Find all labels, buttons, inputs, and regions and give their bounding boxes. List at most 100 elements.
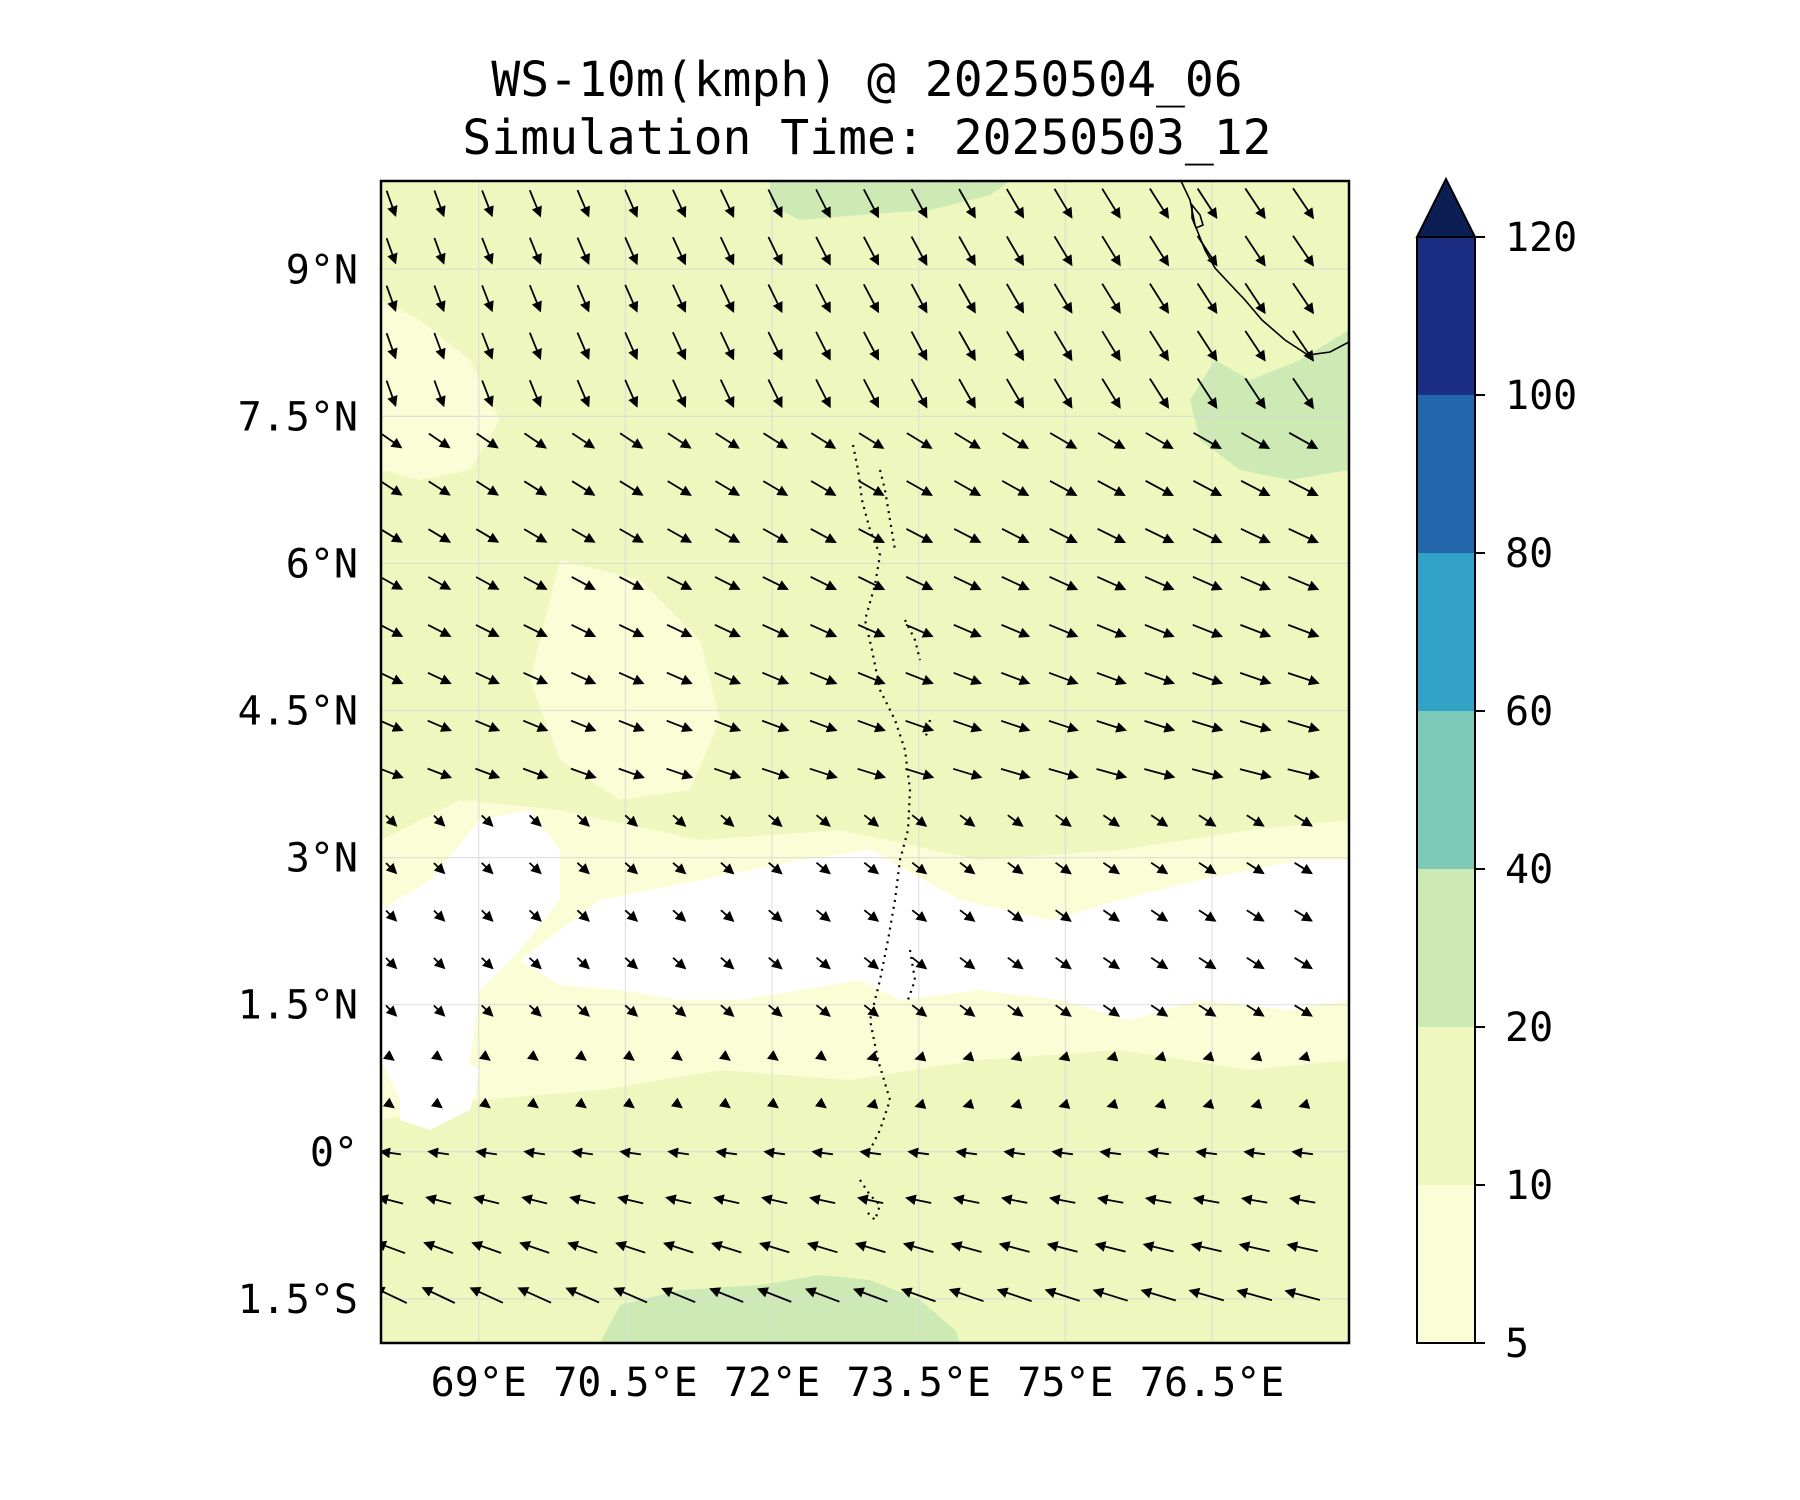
wind-arrow	[962, 1098, 975, 1109]
wind-arrow	[1001, 623, 1031, 638]
wind-arrow	[427, 1147, 450, 1159]
wind-arrow	[763, 1147, 786, 1159]
wind-arrow	[624, 1004, 639, 1017]
wind-arrow	[1099, 1147, 1122, 1159]
wind-arrow	[1106, 1051, 1119, 1062]
wind-arrow	[381, 480, 403, 496]
wind-arrow	[858, 432, 885, 449]
wind-arrow	[576, 189, 590, 218]
wind-arrow	[1198, 814, 1217, 827]
wind-arrow	[815, 909, 831, 922]
wind-arrow	[481, 1004, 494, 1017]
wind-arrow	[757, 1287, 792, 1303]
wind-arrow	[815, 283, 831, 314]
wind-arrow	[672, 189, 687, 218]
wind-arrow	[1190, 1241, 1222, 1253]
wind-arrow	[1142, 1241, 1174, 1253]
wind-arrow	[381, 768, 404, 780]
wind-arrow	[1048, 768, 1079, 780]
wind-arrow	[672, 331, 687, 361]
wind-arrow	[1145, 432, 1174, 449]
colorbar-segment	[1417, 553, 1475, 711]
wind-arrow	[385, 909, 398, 922]
wind-arrow	[958, 236, 976, 267]
wind-arrow	[617, 1194, 644, 1205]
wind-arrow	[1294, 814, 1313, 827]
wind-arrow	[475, 576, 500, 590]
wind-arrow	[1246, 1004, 1265, 1017]
colorbar-extend-arrow	[1415, 176, 1477, 238]
wind-arrow	[475, 671, 500, 685]
wind-arrow	[1055, 956, 1072, 970]
wind-arrow	[804, 1287, 840, 1303]
wind-arrow	[1287, 624, 1320, 638]
wind-arrow	[1055, 814, 1072, 827]
wind-arrow	[385, 190, 398, 217]
wind-arrow	[1239, 768, 1272, 780]
wind-arrow	[715, 480, 741, 496]
wind-arrow	[998, 1241, 1030, 1253]
wind-arrow	[1246, 814, 1265, 827]
wind-arrow	[911, 956, 928, 970]
wind-arrow	[1149, 283, 1170, 314]
wind-arrow	[1102, 1004, 1121, 1017]
wind-arrow	[1192, 672, 1224, 686]
wind-arrow	[766, 1050, 779, 1061]
wind-arrow	[382, 1050, 395, 1061]
wind-arrow	[1292, 187, 1315, 220]
wind-arrow	[1097, 432, 1126, 450]
colorbar-tick-label: 120	[1505, 215, 1577, 261]
wind-arrow	[576, 284, 590, 313]
wind-arrow	[528, 814, 542, 827]
wind-arrow	[1006, 330, 1025, 362]
wind-arrow	[1048, 623, 1079, 638]
wind-arrow	[1196, 188, 1218, 220]
wind-arrow	[1196, 378, 1218, 410]
wind-arrow	[815, 814, 831, 827]
wind-arrow	[959, 814, 976, 827]
speed-fill-20-40-south	[600, 1275, 960, 1343]
wind-arrow	[1244, 187, 1266, 220]
map-subtitle: Simulation Time: 20250503_12	[462, 110, 1272, 166]
wind-arrow	[905, 1194, 932, 1206]
wind-arrow	[1287, 720, 1320, 733]
wind-arrow	[523, 480, 548, 496]
wind-arrow	[1240, 480, 1271, 497]
wind-arrow	[521, 1194, 548, 1205]
wind-arrow	[955, 1147, 978, 1159]
wind-arrow	[1006, 378, 1025, 409]
wind-arrow	[952, 1194, 980, 1206]
wind-arrow	[672, 379, 687, 408]
x-tick-label: 70.5°E	[553, 1360, 698, 1406]
wind-arrow	[1000, 1194, 1028, 1206]
wind-arrow	[624, 332, 639, 361]
wind-arrow	[810, 432, 837, 449]
wind-arrow	[958, 188, 976, 219]
wind-arrow	[1202, 1051, 1215, 1062]
wind-arrow	[1192, 480, 1223, 497]
wind-arrow	[1048, 719, 1079, 733]
wind-arrow	[381, 528, 403, 543]
y-tick-label: 1.5°N	[238, 983, 358, 1029]
wind-arrow	[381, 432, 403, 449]
wind-arrow	[475, 767, 501, 780]
wind-arrow	[433, 957, 446, 970]
wind-arrow	[622, 1097, 635, 1109]
wind-arrow	[1188, 1287, 1225, 1302]
wind-arrow	[857, 1194, 884, 1206]
wind-arrow	[914, 1051, 927, 1062]
wind-arrow	[1195, 1147, 1218, 1159]
wind-arrow	[714, 719, 742, 733]
wind-arrow	[624, 284, 639, 313]
wind-arrow	[905, 767, 935, 780]
wind-arrow	[381, 672, 404, 685]
x-tick-label: 72°E	[724, 1360, 820, 1406]
wind-arrow	[672, 236, 687, 266]
wind-arrow	[427, 624, 452, 637]
wind-arrow	[576, 1004, 590, 1017]
wind-arrow	[1196, 235, 1218, 267]
wind-arrow	[1010, 1098, 1023, 1109]
wind-arrow	[570, 719, 597, 732]
wind-arrow	[1192, 720, 1224, 733]
wind-arrow	[900, 1287, 936, 1303]
